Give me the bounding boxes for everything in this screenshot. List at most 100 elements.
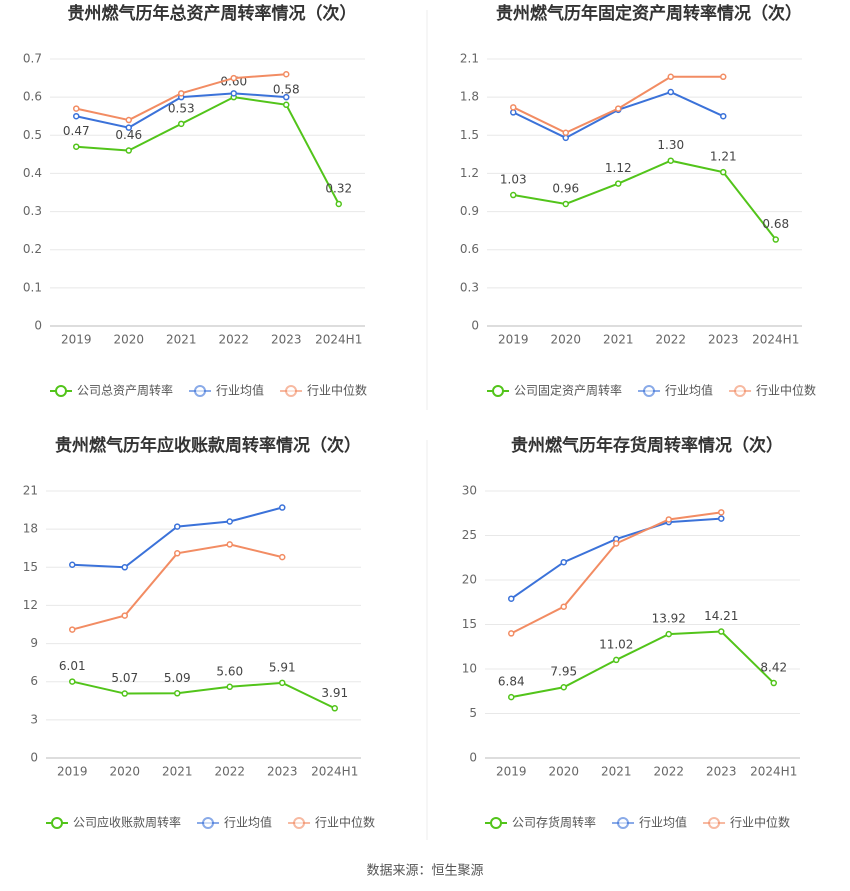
- point: [69, 561, 76, 568]
- legend-label: 行业均值: [639, 815, 687, 830]
- point: [615, 105, 622, 112]
- y-tick-label: 0.3: [460, 280, 479, 294]
- point: [279, 553, 286, 561]
- legend-item: 公司固定资产周转率: [487, 383, 622, 398]
- y-tick-label: 0.2: [23, 242, 42, 256]
- legend-swatch: [617, 817, 630, 829]
- legend-label: 行业中位数: [307, 383, 367, 398]
- x-tick-label: 2021: [162, 765, 193, 779]
- point: [720, 73, 727, 81]
- legend-item: 行业中位数: [280, 383, 367, 398]
- legend-label: 公司总资产周转率: [77, 383, 173, 398]
- series-line: [72, 506, 283, 569]
- value-label: 0.68: [762, 217, 789, 231]
- x-tick-label: 2022: [653, 765, 684, 779]
- legend-item: 行业均值: [612, 815, 687, 830]
- legend-item: 行业均值: [638, 383, 713, 398]
- point: [720, 168, 727, 176]
- point: [178, 90, 185, 97]
- legend-label: 行业中位数: [315, 815, 375, 830]
- point: [562, 134, 569, 142]
- series-line: [71, 543, 283, 631]
- point: [125, 147, 132, 154]
- point: [331, 705, 338, 712]
- x-tick-label: 2022: [655, 333, 686, 347]
- legend-item: 公司存货周转率: [485, 815, 596, 830]
- chart-title: 贵州燃气历年应收账款周转率情况（次）: [55, 435, 361, 456]
- x-tick-label: 2024H1: [311, 765, 358, 779]
- y-tick-label: 0.5: [23, 128, 42, 142]
- legend-item: 行业均值: [189, 383, 264, 398]
- x-tick-label: 2020: [109, 765, 140, 779]
- value-label: 0.46: [115, 128, 142, 142]
- chart-title: 贵州燃气历年存货周转率情况（次）: [511, 435, 783, 456]
- y-tick-label: 20: [462, 573, 477, 587]
- source: 数据来源：恒生聚源: [366, 864, 483, 879]
- point: [283, 93, 290, 101]
- value-label: 0.96: [552, 181, 579, 195]
- value-label: 5.07: [111, 671, 138, 685]
- y-tick-label: 0: [469, 751, 477, 765]
- x-tick-label: 2020: [113, 333, 144, 347]
- series-line: [76, 96, 340, 205]
- series-line: [510, 517, 722, 600]
- point: [73, 105, 80, 112]
- point: [718, 509, 725, 516]
- point: [174, 550, 181, 557]
- chart: 贵州燃气历年总资产周转率情况（次） 0 0.1 0.2 0.3 0.4 0.5 0.6 0.7 2…: [23, 3, 367, 398]
- y-tick-label: 0.9: [460, 204, 479, 218]
- point: [73, 112, 80, 120]
- legend-swatch: [708, 817, 721, 829]
- x-tick-label: 2019: [498, 333, 529, 347]
- point: [174, 690, 181, 697]
- point: [665, 630, 672, 638]
- value-label: 7.95: [550, 665, 577, 679]
- point: [226, 683, 233, 691]
- y-tick-label: 1.8: [460, 90, 479, 104]
- point: [125, 124, 132, 131]
- y-tick-label: 0: [471, 319, 479, 333]
- point: [667, 73, 674, 81]
- point: [121, 564, 128, 571]
- y-tick-label: 21: [23, 484, 38, 498]
- x-tick-label: 2021: [601, 765, 632, 779]
- point: [508, 630, 515, 637]
- point: [718, 628, 725, 635]
- y-tick-label: 6: [30, 674, 38, 688]
- value-label: 5.91: [269, 660, 296, 674]
- point: [121, 690, 128, 697]
- x-tick-label: 2024H1: [750, 765, 797, 779]
- point: [613, 540, 620, 547]
- point: [279, 679, 286, 687]
- x-tick-label: 2023: [708, 333, 739, 347]
- value-label: 1.03: [500, 173, 527, 187]
- value-label: 6.84: [498, 675, 525, 689]
- legend-label: 行业中位数: [756, 383, 816, 398]
- y-tick-label: 0: [30, 751, 38, 765]
- chart-title: 贵州燃气历年固定资产周转率情况（次）: [496, 3, 802, 24]
- point: [178, 120, 185, 128]
- chart-title: 贵州燃气历年总资产周转率情况（次）: [68, 3, 357, 24]
- legend-label: 公司应收账款周转率: [73, 815, 181, 830]
- point: [230, 74, 237, 82]
- point: [770, 679, 777, 687]
- x-tick-label: 2023: [267, 765, 298, 779]
- legend-label: 行业均值: [665, 383, 713, 398]
- series-line: [511, 630, 775, 699]
- value-label: 5.60: [216, 664, 243, 678]
- series-line: [513, 159, 777, 241]
- series-line: [512, 75, 724, 134]
- legend-item: 行业中位数: [703, 815, 790, 830]
- legend-label: 行业均值: [216, 383, 264, 398]
- point: [283, 101, 290, 109]
- point: [226, 518, 233, 525]
- legend-label: 公司存货周转率: [512, 815, 596, 830]
- point: [226, 541, 233, 548]
- y-tick-label: 12: [23, 598, 38, 612]
- legend-swatch: [492, 385, 504, 397]
- y-tick-label: 15: [23, 560, 38, 574]
- y-tick-label: 30: [462, 484, 477, 498]
- value-label: 6.01: [59, 659, 86, 673]
- chart: 贵州燃气历年应收账款周转率情况（次） 0 3 6 9 12 15 18 21 2019 2020 20…: [23, 435, 375, 830]
- y-tick-label: 15: [462, 617, 477, 631]
